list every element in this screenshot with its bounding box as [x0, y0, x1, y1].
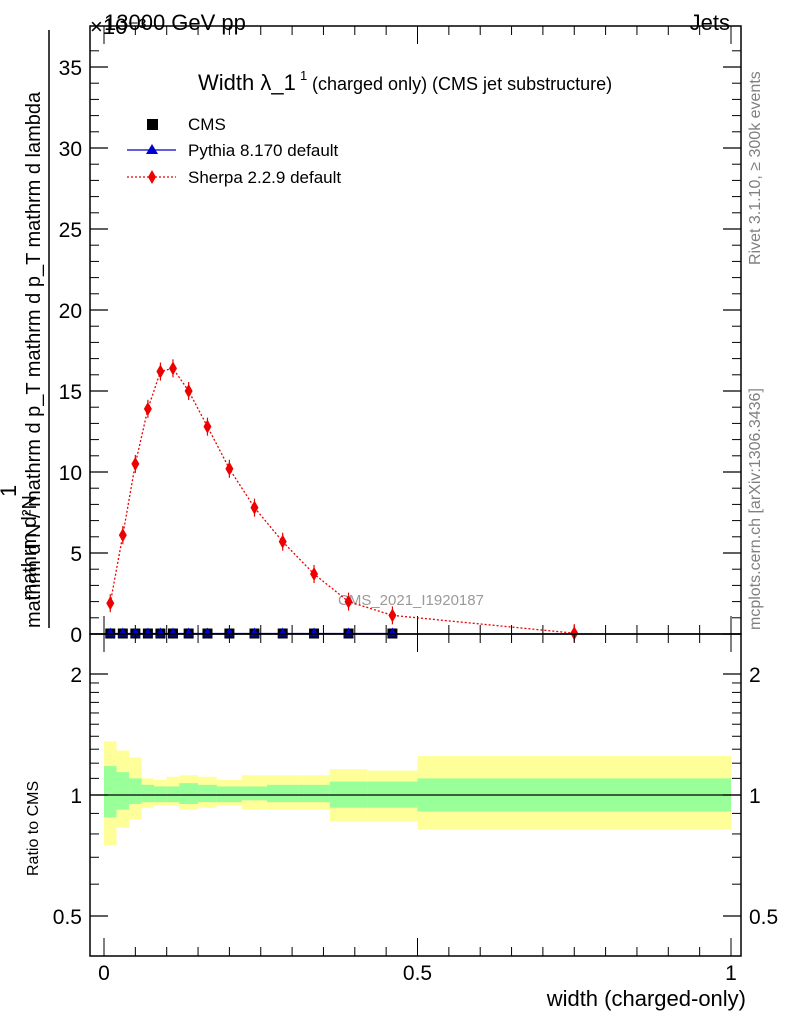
sherpa-data-point [570, 626, 579, 641]
plot-title-main: Width λ_1 [198, 70, 296, 95]
legend-pythia-marker [146, 144, 158, 154]
sherpa-data-point [278, 534, 287, 549]
ratio-inner-band [241, 786, 268, 801]
main-y-tick-label: 25 [59, 219, 82, 242]
main-y-tick-label: 30 [59, 138, 82, 161]
legend-sherpa-label: Sherpa 2.2.9 default [188, 168, 341, 187]
y-axis-label-numer: mathrm d²N [19, 495, 41, 601]
sherpa-data-point [344, 594, 353, 609]
ratio-y-tick-label-right: 0.5 [749, 906, 778, 929]
main-y-tick-label: 10 [59, 462, 82, 485]
main-y-tick-label: 20 [59, 300, 82, 323]
ratio-inner-band [198, 784, 217, 803]
ratio-inner-band [216, 786, 242, 803]
main-axis-ticks: 0 5 10 15 20 25 30 35 [59, 26, 741, 647]
plot-title-superscript: 1 [300, 68, 307, 83]
legend-cms-label: CMS [188, 115, 226, 134]
ratio-y-tick-label-right: 2 [749, 664, 761, 687]
legend: CMS Pythia 8.170 default Sherpa 2.2.9 de… [127, 115, 341, 187]
ratio-y-tick-label: 2 [70, 664, 82, 687]
ratio-inner-band [154, 786, 167, 803]
ratio-y-tick-label-right: 1 [749, 785, 761, 808]
ratio-inner-band [141, 784, 155, 803]
sherpa-data-point [118, 528, 127, 543]
main-y-tick-label: 35 [59, 57, 82, 80]
sherpa-data-point [250, 500, 259, 515]
mcplots-side-label: mcplots.cern.ch [arXiv:1306.3436] [747, 388, 764, 630]
ratio-inner-band [129, 778, 142, 804]
ratio-inner-band [166, 786, 180, 803]
legend-pythia-label: Pythia 8.170 default [188, 141, 339, 160]
rivet-side-label: Rivet 3.1.10, ≥ 300k events [747, 71, 764, 265]
sherpa-data-point [156, 364, 165, 379]
ratio-axis-ticks: 0.5 0.5 1 1 2 2 0 0.5 1 [53, 634, 778, 985]
x-tick-label: 0 [98, 962, 110, 985]
sherpa-data-point [225, 461, 234, 476]
sherpa-data-point [310, 567, 319, 582]
sherpa-data-point [106, 596, 115, 611]
plot-title: Width λ_1 1 (charged only) (CMS jet subs… [198, 68, 612, 95]
sherpa-data-point [143, 401, 152, 416]
ratio-inner-band [179, 783, 199, 804]
ratio-inner-band [104, 766, 117, 818]
main-y-tick-label: 0 [70, 624, 82, 647]
sherpa-data-point [203, 419, 212, 434]
sherpa-data-point [168, 361, 177, 376]
ratio-uncertainty-bands [104, 741, 731, 846]
sherpa-data-point [131, 456, 140, 471]
ratio-plot-frame [89, 633, 742, 957]
ratio-y-tick-label: 1 [70, 785, 82, 808]
y-axis-label-top: 1 [0, 485, 21, 497]
header-energy-label: 13000 GeV pp [104, 10, 246, 35]
main-y-tick-label: 15 [59, 381, 82, 404]
legend-sherpa-marker [148, 170, 156, 184]
x-tick-label: 0.5 [403, 962, 432, 985]
sherpa-data-point [388, 608, 397, 623]
x-axis-label: width (charged-only) [546, 986, 746, 1011]
analysis-watermark: CMS_2021_I1920187 [338, 592, 484, 609]
main-y-tick-label: 5 [70, 543, 82, 566]
legend-cms-marker [147, 119, 158, 130]
ratio-inner-band [267, 784, 299, 803]
ratio-y-tick-label: 0.5 [53, 906, 82, 929]
header-jets-label: Jets [690, 10, 730, 35]
ratio-y-axis-label: Ratio to CMS [25, 781, 42, 876]
sherpa-data-point [184, 384, 193, 398]
plot-title-rest: (charged only) (CMS jet substructure) [312, 74, 612, 94]
ratio-inner-band [298, 784, 330, 803]
sherpa-line [109, 367, 575, 634]
ratio-inner-band [116, 772, 130, 810]
y-axis-label-denom: mathrm d N / mathrm d p_T mathrm d p_T m… [23, 91, 45, 628]
x-tick-label: 1 [725, 962, 737, 985]
